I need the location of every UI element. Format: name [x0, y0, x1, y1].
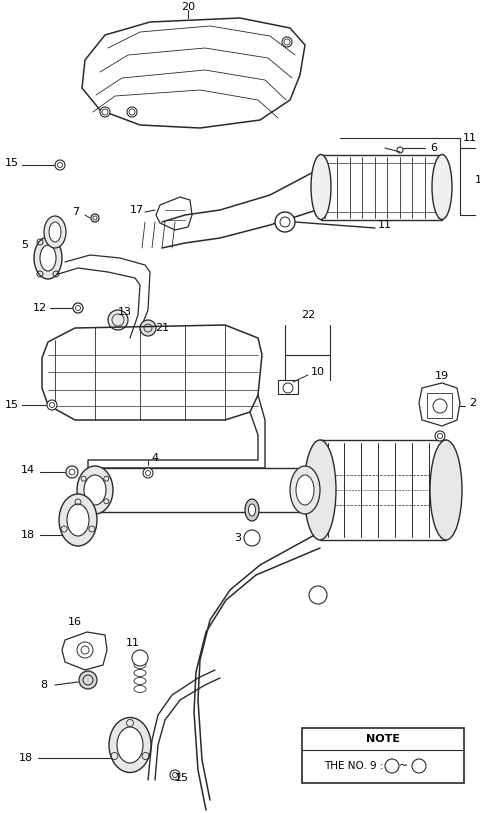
- Text: 2: 2: [249, 533, 255, 543]
- Ellipse shape: [67, 504, 89, 536]
- Circle shape: [127, 107, 137, 117]
- Ellipse shape: [34, 237, 62, 279]
- Ellipse shape: [432, 154, 452, 220]
- Circle shape: [309, 586, 327, 604]
- Text: 15: 15: [5, 400, 19, 410]
- Text: 5: 5: [22, 240, 28, 250]
- Circle shape: [77, 642, 93, 658]
- Circle shape: [47, 400, 57, 410]
- Circle shape: [385, 759, 399, 773]
- Circle shape: [66, 466, 78, 478]
- Ellipse shape: [311, 154, 331, 220]
- Text: 11: 11: [378, 220, 392, 230]
- Text: 10: 10: [311, 367, 325, 377]
- Text: THE NO. 9 :: THE NO. 9 :: [324, 761, 384, 771]
- Circle shape: [91, 214, 99, 222]
- Ellipse shape: [290, 466, 320, 514]
- Circle shape: [55, 160, 65, 170]
- Text: 4: 4: [151, 453, 158, 463]
- Ellipse shape: [49, 222, 61, 242]
- Text: 18: 18: [21, 530, 35, 540]
- Ellipse shape: [40, 245, 56, 271]
- Circle shape: [282, 37, 292, 47]
- Ellipse shape: [59, 494, 97, 546]
- Text: 17: 17: [130, 205, 144, 215]
- Ellipse shape: [84, 475, 106, 505]
- Text: 8: 8: [40, 680, 48, 690]
- Text: 13: 13: [118, 307, 132, 317]
- Bar: [302, 728, 464, 783]
- Text: 15: 15: [5, 158, 19, 168]
- Text: 11: 11: [126, 638, 140, 648]
- Text: NOTE: NOTE: [366, 734, 400, 744]
- Text: 2: 2: [469, 398, 477, 408]
- Circle shape: [143, 468, 153, 478]
- Circle shape: [170, 770, 180, 780]
- Text: 22: 22: [301, 310, 315, 320]
- Ellipse shape: [77, 466, 113, 514]
- Text: 7: 7: [72, 207, 80, 217]
- Text: 3: 3: [235, 533, 241, 543]
- Text: 6: 6: [431, 143, 437, 153]
- Text: 21: 21: [155, 323, 169, 333]
- Text: ~: ~: [399, 761, 408, 771]
- Text: 11: 11: [463, 133, 477, 143]
- Circle shape: [275, 212, 295, 232]
- Text: 1: 1: [315, 590, 321, 600]
- Ellipse shape: [44, 216, 66, 248]
- Ellipse shape: [430, 440, 462, 540]
- Text: 1: 1: [389, 762, 395, 771]
- Circle shape: [108, 310, 128, 330]
- Ellipse shape: [245, 499, 259, 521]
- Text: 15: 15: [175, 773, 189, 783]
- Circle shape: [73, 303, 83, 313]
- Circle shape: [283, 383, 293, 393]
- Ellipse shape: [109, 718, 151, 772]
- Circle shape: [132, 650, 148, 666]
- Circle shape: [435, 431, 445, 441]
- Text: 19: 19: [435, 371, 449, 381]
- Circle shape: [140, 320, 156, 336]
- Ellipse shape: [117, 727, 143, 763]
- Ellipse shape: [249, 504, 255, 516]
- Text: 1: 1: [475, 175, 480, 185]
- Circle shape: [100, 107, 110, 117]
- Text: 12: 12: [33, 303, 47, 313]
- Text: 3: 3: [416, 762, 422, 771]
- Ellipse shape: [304, 440, 336, 540]
- Text: 20: 20: [181, 2, 195, 12]
- Circle shape: [412, 759, 426, 773]
- Ellipse shape: [296, 475, 314, 505]
- Circle shape: [244, 530, 260, 546]
- Bar: [278, 380, 298, 394]
- Text: 18: 18: [19, 753, 33, 763]
- Text: 14: 14: [21, 465, 35, 475]
- Text: 16: 16: [68, 617, 82, 627]
- Circle shape: [79, 671, 97, 689]
- Text: 3: 3: [137, 653, 143, 663]
